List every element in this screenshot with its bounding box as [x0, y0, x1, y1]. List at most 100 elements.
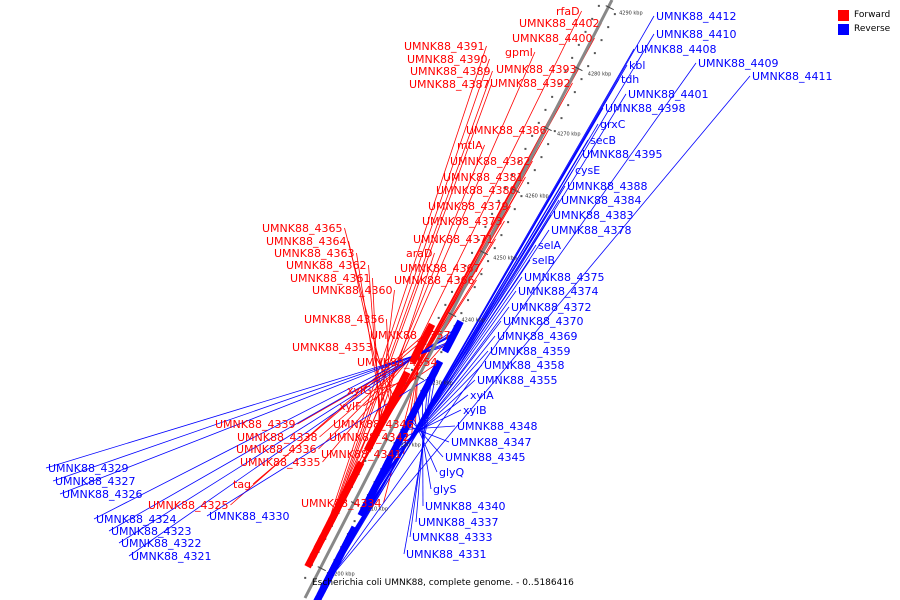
reverse-gene-label[interactable]: UMNK88_4401 — [628, 88, 708, 101]
forward-gene-label[interactable]: rfaD — [556, 5, 580, 18]
reverse-gene-label[interactable]: UMNK88_4355 — [477, 374, 557, 387]
reverse-gene-label[interactable]: UMNK88_4330 — [209, 510, 289, 523]
reverse-gene-label[interactable]: grxC — [600, 118, 626, 131]
reverse-gene-feature[interactable] — [345, 525, 358, 542]
forward-swatch — [838, 9, 849, 21]
forward-gene-label[interactable]: UMNK88_4361 — [290, 272, 370, 285]
reverse-gene-label[interactable]: UMNK88_4410 — [656, 28, 736, 41]
reverse-gene-label[interactable]: xylB — [463, 404, 487, 417]
forward-gene-label[interactable]: tag — [233, 478, 251, 491]
forward-gene-label[interactable]: UMNK88_4371 — [413, 233, 493, 246]
reverse-gene-label[interactable]: UMNK88_4323 — [111, 525, 191, 538]
forward-gene-label[interactable]: UMNK88_4342 — [329, 431, 409, 444]
forward-gene-label[interactable]: UMNK88_4402 — [519, 17, 599, 30]
backbone-dot — [551, 95, 554, 98]
reverse-gene-label[interactable]: UMNK88_4374 — [518, 285, 598, 298]
reverse-gene-label[interactable]: UMNK88_4345 — [445, 451, 525, 464]
forward-gene-label[interactable]: UMNK88_4341 — [321, 448, 401, 461]
forward-gene-label[interactable]: UMNK88_4357 — [370, 329, 450, 342]
reverse-gene-label[interactable]: UMNK88_4409 — [698, 57, 778, 70]
forward-gene-label[interactable]: UMNK88_4353 — [292, 341, 372, 354]
forward-gene-label[interactable]: UMNK88_4380 — [436, 184, 516, 197]
reverse-gene-label[interactable]: UMNK88_4375 — [524, 271, 604, 284]
forward-gene-label[interactable]: UMNK88_4392 — [490, 77, 570, 90]
forward-gene-label[interactable]: UMNK88_4364 — [266, 235, 346, 248]
forward-gene-label[interactable]: UMNK88_4365 — [262, 222, 342, 235]
forward-gene-feature[interactable] — [397, 370, 411, 387]
reverse-gene-label[interactable]: selA — [538, 239, 562, 252]
reverse-gene-feature[interactable] — [426, 367, 440, 384]
reverse-gene-label[interactable]: UMNK88_4324 — [96, 513, 176, 526]
forward-gene-label[interactable]: UMNK88_4360 — [312, 284, 392, 297]
reverse-gene-label[interactable]: UMNK88_4412 — [656, 10, 736, 23]
reverse-gene-label[interactable]: UMNK88_4358 — [484, 359, 564, 372]
reverse-gene-label[interactable]: UMNK88_4370 — [503, 315, 583, 328]
forward-gene-label[interactable]: UMNK88_4382 — [450, 155, 530, 168]
reverse-gene-label[interactable]: glyS — [433, 483, 457, 496]
forward-gene-feature[interactable] — [337, 488, 350, 505]
forward-gene-label[interactable]: araD — [406, 247, 432, 260]
reverse-gene-label[interactable]: UMNK88_4395 — [582, 148, 662, 161]
reverse-gene-label[interactable]: UMNK88_4327 — [55, 475, 135, 488]
reverse-gene-label[interactable]: UMNK88_4347 — [451, 436, 531, 449]
reverse-gene-label[interactable]: UMNK88_4329 — [48, 462, 128, 475]
reverse-gene-label[interactable]: secB — [590, 134, 616, 147]
forward-gene-feature[interactable] — [363, 436, 377, 453]
forward-gene-label[interactable]: UMNK88_4338 — [237, 431, 317, 444]
reverse-gene-label[interactable]: UMNK88_4384 — [561, 194, 641, 207]
reverse-gene-label[interactable]: UMNK88_4348 — [457, 420, 537, 433]
forward-gene-label[interactable]: UMNK88_4354 — [357, 356, 437, 369]
reverse-gene-label[interactable]: glyQ — [439, 466, 465, 479]
reverse-gene-label[interactable]: tdh — [621, 73, 639, 86]
reverse-gene-label[interactable]: UMNK88_4331 — [406, 548, 486, 561]
reverse-gene-label[interactable]: UMNK88_4333 — [412, 531, 492, 544]
forward-gene-label[interactable]: UMNK88_4373 — [422, 215, 502, 228]
forward-gene-label[interactable]: xylF — [339, 400, 361, 413]
forward-gene-label[interactable]: UMNK88_4366 — [394, 274, 474, 287]
forward-gene-label[interactable]: UMNK88_4387 — [409, 78, 489, 91]
reverse-gene-feature[interactable] — [451, 319, 464, 336]
reverse-gene-label[interactable]: xylA — [470, 389, 494, 402]
forward-gene-label[interactable]: UMNK88_4400 — [512, 32, 592, 45]
forward-gene-label[interactable]: UMNK88_4367 — [400, 262, 480, 275]
reverse-gene-label[interactable]: cysE — [575, 164, 600, 177]
forward-gene-feature[interactable] — [351, 460, 365, 477]
reverse-gene-label[interactable]: UMNK88_4322 — [121, 537, 201, 550]
forward-gene-label[interactable]: mtlA — [457, 139, 483, 152]
forward-gene-label[interactable]: UMNK88_4381 — [443, 171, 523, 184]
reverse-gene-label[interactable]: UMNK88_4398 — [605, 102, 685, 115]
forward-gene-label[interactable]: UMNK88_4389 — [410, 65, 490, 78]
reverse-gene-feature[interactable] — [373, 471, 386, 488]
forward-gene-label[interactable]: UMNK88_4325 — [148, 499, 228, 512]
forward-gene-feature[interactable] — [422, 322, 436, 339]
forward-gene-label[interactable]: UMNK88_4393 — [496, 63, 576, 76]
reverse-gene-label[interactable]: UMNK88_4369 — [497, 330, 577, 343]
reverse-gene-label[interactable]: UMNK88_4326 — [62, 488, 142, 501]
forward-gene-label[interactable]: UMNK88_4386 — [466, 124, 546, 137]
reverse-gene-label[interactable]: UMNK88_4378 — [551, 224, 631, 237]
forward-gene-label[interactable]: UMNK88_4334 — [301, 497, 381, 510]
reverse-gene-label[interactable]: UMNK88_4388 — [567, 180, 647, 193]
reverse-gene-label[interactable]: UMNK88_4408 — [636, 43, 716, 56]
forward-gene-label[interactable]: UMNK88_4390 — [407, 53, 487, 66]
forward-gene-label[interactable]: UMNK88_4336 — [236, 443, 316, 456]
forward-gene-label[interactable]: gpmI — [505, 46, 533, 59]
reverse-gene-label[interactable]: UMNK88_4337 — [418, 516, 498, 529]
reverse-gene-label[interactable]: UMNK88_4321 — [131, 550, 211, 563]
forward-gene-label[interactable]: UMNK88_4363 — [274, 247, 354, 260]
forward-gene-label[interactable]: xylG — [347, 384, 372, 397]
reverse-gene-label[interactable]: UMNK88_4411 — [752, 70, 832, 83]
forward-gene-label[interactable]: UMNK88_4379 — [428, 200, 508, 213]
forward-gene-label[interactable]: UMNK88_4362 — [286, 259, 366, 272]
reverse-gene-label[interactable]: UMNK88_4383 — [553, 209, 633, 222]
forward-gene-label[interactable]: UMNK88_4339 — [215, 418, 295, 431]
forward-gene-label[interactable]: UMNK88_4346 — [333, 418, 413, 431]
forward-gene-label[interactable]: UMNK88_4335 — [240, 456, 320, 469]
reverse-gene-label[interactable]: UMNK88_4372 — [511, 301, 591, 314]
forward-gene-label[interactable]: UMNK88_4356 — [304, 313, 384, 326]
forward-gene-label[interactable]: UMNK88_4391 — [404, 40, 484, 53]
reverse-gene-label[interactable]: UMNK88_4340 — [425, 500, 505, 513]
reverse-gene-label[interactable]: UMNK88_4359 — [490, 345, 570, 358]
reverse-gene-label[interactable]: selB — [532, 254, 555, 267]
reverse-gene-label[interactable]: kbl — [629, 59, 645, 72]
